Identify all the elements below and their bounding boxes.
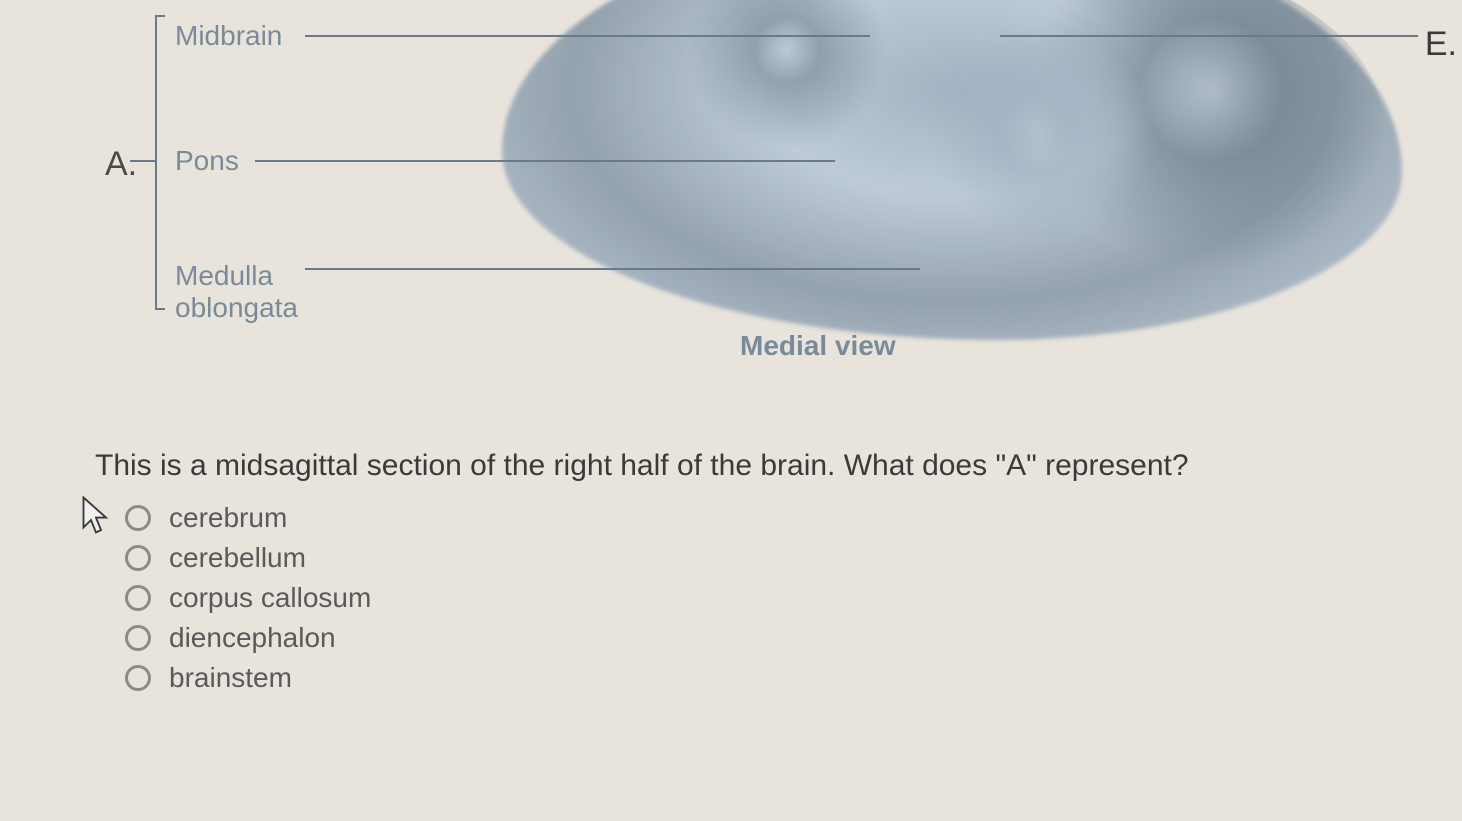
label-midbrain: Midbrain — [175, 20, 282, 52]
option-cerebellum[interactable]: cerebellum — [125, 542, 1422, 574]
option-label: diencephalon — [169, 622, 336, 654]
options-list: cerebrum cerebellum corpus callosum dien… — [125, 502, 1422, 694]
anatomy-diagram: A. E. Midbrain Pons Medulla oblongata Me… — [0, 0, 1462, 400]
diagram-caption: Medial view — [740, 330, 896, 362]
radio-button[interactable] — [125, 625, 151, 651]
label-letter-e: E. — [1425, 25, 1457, 64]
option-label: cerebellum — [169, 542, 306, 574]
option-label: corpus callosum — [169, 582, 371, 614]
question-text: This is a midsagittal section of the rig… — [95, 445, 1422, 487]
radio-button[interactable] — [125, 545, 151, 571]
radio-button[interactable] — [125, 505, 151, 531]
label-oblongata: oblongata — [175, 292, 298, 324]
question-container: This is a midsagittal section of the rig… — [95, 445, 1422, 702]
option-corpus-callosum[interactable]: corpus callosum — [125, 582, 1422, 614]
label-letter-a: A. — [105, 145, 137, 184]
cursor-icon — [80, 495, 112, 535]
leader-medulla — [305, 268, 920, 270]
label-a-bracket — [155, 15, 165, 310]
leader-pons — [255, 160, 835, 162]
label-medulla: Medulla — [175, 260, 273, 292]
option-diencephalon[interactable]: diencephalon — [125, 622, 1422, 654]
radio-button[interactable] — [125, 585, 151, 611]
leader-midbrain-left — [305, 35, 870, 37]
option-cerebrum[interactable]: cerebrum — [125, 502, 1422, 534]
leader-midbrain-right — [1000, 35, 1418, 37]
option-label: cerebrum — [169, 502, 287, 534]
radio-button[interactable] — [125, 665, 151, 691]
option-label: brainstem — [169, 662, 292, 694]
label-pons: Pons — [175, 145, 239, 177]
option-brainstem[interactable]: brainstem — [125, 662, 1422, 694]
